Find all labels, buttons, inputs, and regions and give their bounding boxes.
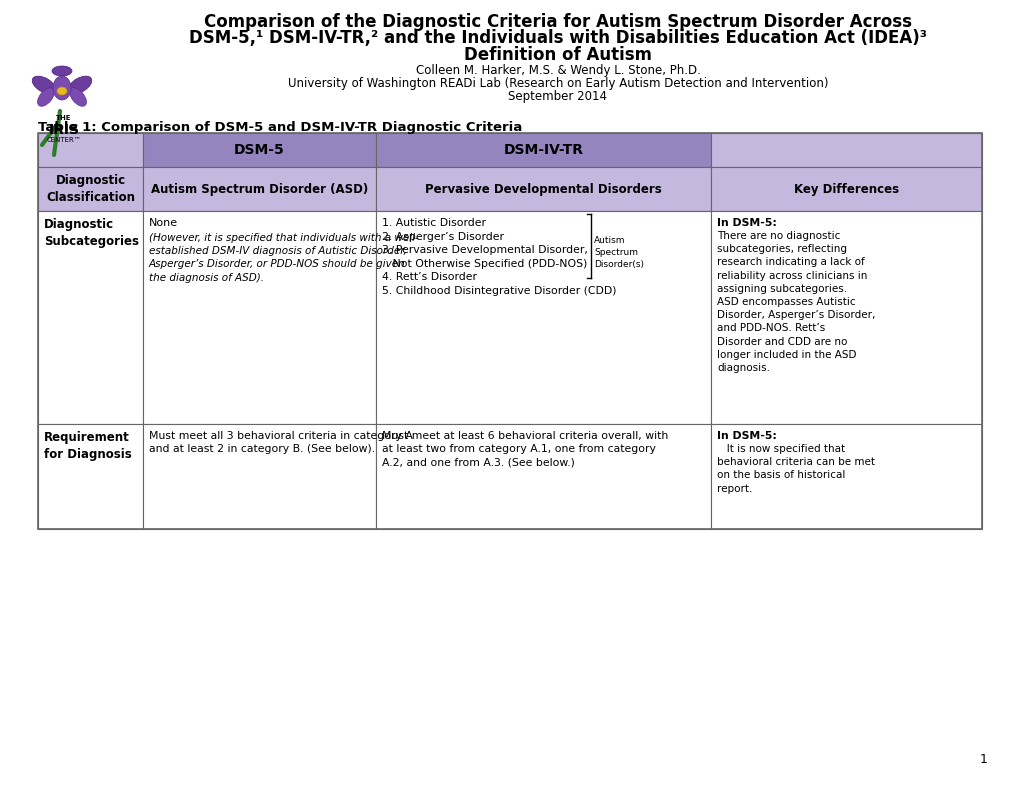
Text: In DSM-5:: In DSM-5: xyxy=(716,218,776,228)
Ellipse shape xyxy=(33,76,56,94)
Text: Table 1: Comparison of DSM-5 and DSM-IV-TR Diagnostic Criteria: Table 1: Comparison of DSM-5 and DSM-IV-… xyxy=(38,121,522,134)
Bar xyxy=(710,211,981,424)
Bar xyxy=(143,211,376,424)
Text: Diagnostic
Classification: Diagnostic Classification xyxy=(46,174,135,204)
Bar xyxy=(376,133,710,167)
Text: DSM-5: DSM-5 xyxy=(234,143,284,157)
Text: (However, it is specified that individuals with a well-
established DSM-IV diagn: (However, it is specified that individua… xyxy=(149,233,419,283)
Text: 2. Asperger’s Disorder: 2. Asperger’s Disorder xyxy=(382,232,503,241)
Bar xyxy=(38,167,143,211)
Ellipse shape xyxy=(38,87,54,106)
Text: University of Washington READi Lab (Research on Early Autism Detection and Inter: University of Washington READi Lab (Rese… xyxy=(287,77,827,90)
Bar xyxy=(38,211,143,424)
Text: Diagnostic
Subcategories: Diagnostic Subcategories xyxy=(44,218,139,248)
Text: Autism Spectrum Disorder (ASD): Autism Spectrum Disorder (ASD) xyxy=(151,183,368,195)
Text: Comparison of the Diagnostic Criteria for Autism Spectrum Disorder Across: Comparison of the Diagnostic Criteria fo… xyxy=(204,13,911,31)
Text: Pervasive Developmental Disorders: Pervasive Developmental Disorders xyxy=(425,183,661,195)
Text: Autism
Spectrum
Disorder(s): Autism Spectrum Disorder(s) xyxy=(593,236,643,269)
Bar xyxy=(143,167,376,211)
Text: 1: 1 xyxy=(979,753,987,766)
Text: IRIS: IRIS xyxy=(49,123,79,137)
Bar xyxy=(710,424,981,529)
Bar xyxy=(710,167,981,211)
Bar xyxy=(38,133,143,167)
Ellipse shape xyxy=(69,87,87,106)
Text: Key Differences: Key Differences xyxy=(793,183,898,195)
Text: Requirement
for Diagnosis: Requirement for Diagnosis xyxy=(44,431,131,461)
Bar xyxy=(38,424,143,529)
Ellipse shape xyxy=(68,76,92,94)
Text: DSM-5,¹ DSM-IV-TR,² and the Individuals with Disabilities Education Act (IDEA)³: DSM-5,¹ DSM-IV-TR,² and the Individuals … xyxy=(189,29,926,47)
Bar xyxy=(143,133,376,167)
Bar xyxy=(376,211,710,424)
Bar xyxy=(38,133,981,529)
Text: It is now specified that
behavioral criteria can be met
on the basis of historic: It is now specified that behavioral crit… xyxy=(716,444,874,493)
Text: In DSM-5:: In DSM-5: xyxy=(716,431,776,441)
Text: 3. Pervasive Developmental Disorder,: 3. Pervasive Developmental Disorder, xyxy=(382,245,587,255)
Bar xyxy=(376,424,710,529)
Text: CENTER™: CENTER™ xyxy=(47,137,82,143)
Text: THE: THE xyxy=(56,115,71,121)
Text: 5. Childhood Disintegrative Disorder (CDD): 5. Childhood Disintegrative Disorder (CD… xyxy=(382,285,615,296)
Text: 1. Autistic Disorder: 1. Autistic Disorder xyxy=(382,218,485,228)
Bar xyxy=(143,424,376,529)
Text: None: None xyxy=(149,218,178,228)
Text: Definition of Autism: Definition of Autism xyxy=(464,46,651,64)
Text: 4. Rett’s Disorder: 4. Rett’s Disorder xyxy=(382,272,477,282)
Text: Colleen M. Harker, M.S. & Wendy L. Stone, Ph.D.: Colleen M. Harker, M.S. & Wendy L. Stone… xyxy=(415,64,700,77)
Bar xyxy=(710,133,981,167)
Ellipse shape xyxy=(53,76,71,100)
Text: Must meet all 3 behavioral criteria in category A
and at least 2 in category B. : Must meet all 3 behavioral criteria in c… xyxy=(149,431,413,454)
Text: Must meet at least 6 behavioral criteria overall, with
at least two from categor: Must meet at least 6 behavioral criteria… xyxy=(382,431,667,467)
Text: DSM-IV-TR: DSM-IV-TR xyxy=(503,143,583,157)
Text: Not Otherwise Specified (PDD-NOS): Not Otherwise Specified (PDD-NOS) xyxy=(382,258,587,269)
Bar xyxy=(376,167,710,211)
Text: There are no diagnostic
subcategories, reflecting
research indicating a lack of
: There are no diagnostic subcategories, r… xyxy=(716,231,874,373)
Ellipse shape xyxy=(57,87,67,95)
Text: September 2014: September 2014 xyxy=(508,90,607,103)
Ellipse shape xyxy=(52,66,72,76)
